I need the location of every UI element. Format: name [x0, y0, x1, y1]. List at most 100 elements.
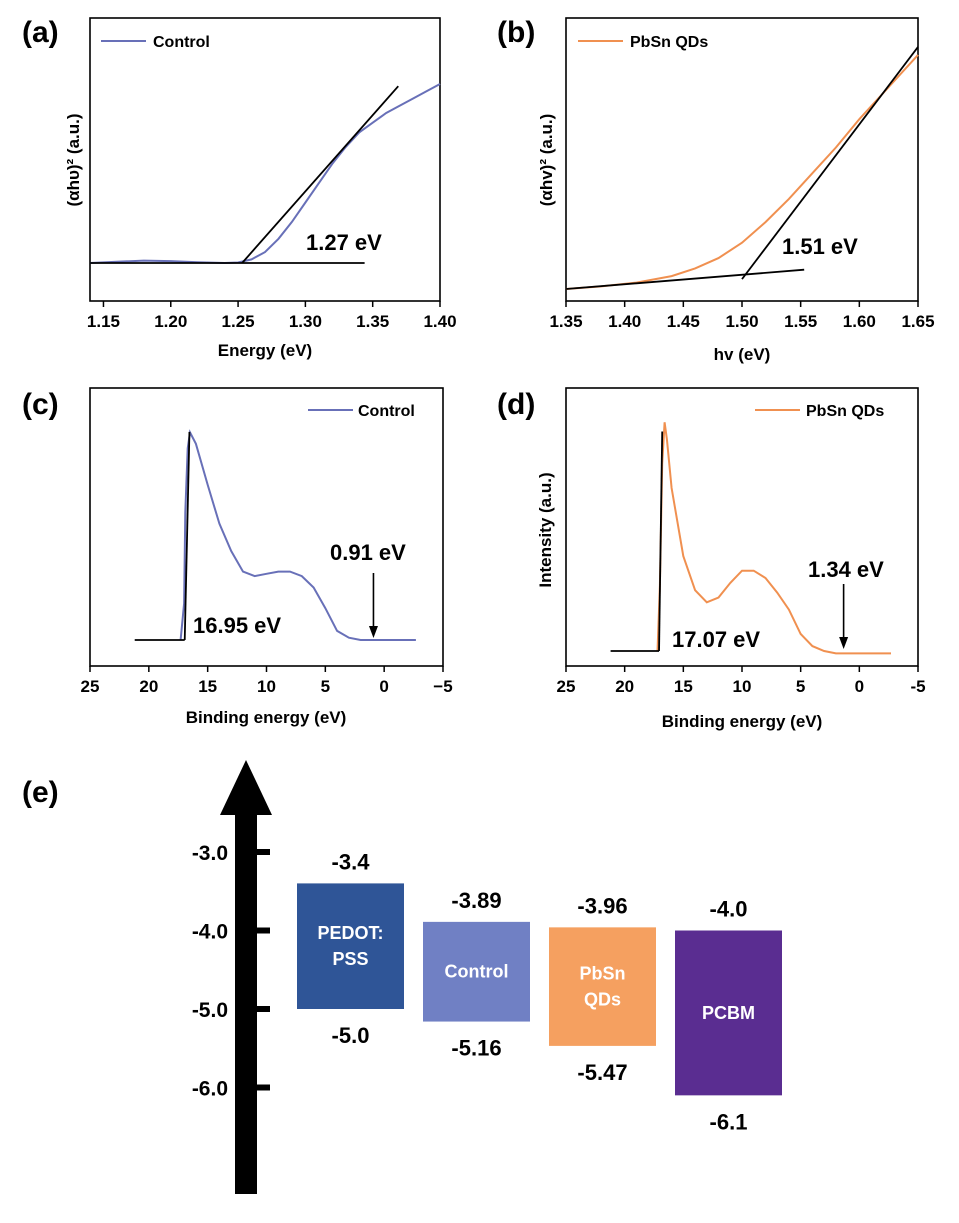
panel-d-cutoff-fit [658, 431, 664, 652]
energy-band-top-label: -4.0 [710, 897, 748, 922]
panel-d-frame [565, 387, 919, 667]
panel-a: (a) Control 1.15 1.20 1.25 1.30 1.35 1.40 1.2… [22, 16, 457, 360]
energy-axis-arrowhead [220, 760, 272, 815]
panel-b-legend-text: PbSn QDs [630, 34, 708, 51]
energy-bands: PEDOT: PSS -3.4 -5.0 Control -3.89 -5.16 PbSn QD… [297, 849, 782, 1134]
energy-band-rect [423, 921, 530, 1022]
panel-c-x-tick-label: −5 [433, 677, 452, 696]
energy-scale-tick [257, 1006, 270, 1012]
panel-d-series-pbsn [656, 422, 891, 655]
panel-b-x-tick-label: 1.40 [608, 312, 641, 331]
panel-b-x-tick-label: 1.60 [843, 312, 876, 331]
panel-a-annotation: 1.27 eV [306, 230, 382, 255]
panel-d-x-tick-label: 15 [674, 677, 693, 696]
panel-d-x-tick-label: 0 [855, 677, 864, 696]
panel-a-x-tick-label: 1.35 [356, 312, 389, 331]
energy-band-name: PSS [332, 949, 368, 969]
energy-band-name: QDs [584, 990, 621, 1010]
panel-b-x-tick-label: 1.35 [549, 312, 582, 331]
energy-scale-label: -5.0 [192, 999, 228, 1022]
energy-band-bottom-label: -5.16 [451, 1036, 501, 1061]
panel-d-annotation-onset: 1.34 eV [808, 557, 884, 582]
panel-c-series-control [179, 429, 416, 641]
panel-b-edge-fit [741, 46, 919, 280]
panel-e: (e) -3.0 -4.0 -5.0 -6.0 PEDOT: PSS -3.4 -5.0 Co… [22, 760, 782, 1194]
panel-c-cutoff-fit [183, 431, 191, 641]
panel-e-label: (e) [22, 776, 59, 809]
energy-band-name: Control [445, 962, 509, 982]
panel-a-x-tick-label: 1.30 [289, 312, 322, 331]
energy-band-top-label: -3.89 [451, 888, 501, 913]
energy-band-name: PCBM [702, 1003, 755, 1023]
panel-c-x-tick-label: 15 [198, 677, 217, 696]
panel-c-x-ticks: 25 20 15 10 5 0 −5 [81, 666, 453, 696]
panel-d-arrowhead [839, 637, 849, 649]
panel-b-x-ticks: 1.35 1.40 1.45 1.50 1.55 1.60 1.65 [549, 301, 935, 331]
panel-b-xlabel: hv (eV) [714, 345, 771, 364]
panel-c-legend-text: Control [358, 403, 415, 420]
panel-d-ylabel: Intensity (a.u.) [536, 472, 555, 587]
panel-d-label: (d) [497, 388, 535, 421]
panel-d-x-tick-label: 10 [733, 677, 752, 696]
panel-a-x-tick-label: 1.40 [423, 312, 456, 331]
panel-b-x-tick-label: 1.65 [901, 312, 934, 331]
panel-b-x-tick-label: 1.50 [725, 312, 758, 331]
panel-b: (b) PbSn QDs 1.35 1.40 1.45 1.50 1.55 1.60 1.6… [497, 16, 935, 364]
energy-band: PCBM -4.0 -6.1 [675, 897, 782, 1134]
panel-a-ylabel: (αhυ)² (a.u.) [64, 113, 83, 206]
panel-a-edge-fit [241, 85, 399, 264]
panel-a-x-tick-label: 1.15 [87, 312, 120, 331]
energy-band-name: PEDOT: [317, 923, 383, 943]
energy-band: Control -3.89 -5.16 [423, 888, 530, 1061]
panel-d-x-tick-label: -5 [910, 677, 925, 696]
energy-scale-label: -6.0 [192, 1078, 228, 1101]
panel-a-legend-text: Control [153, 34, 210, 51]
panel-d-x-tick-label: 20 [615, 677, 634, 696]
energy-scale-label: -3.0 [192, 842, 228, 865]
energy-scale-tick [257, 927, 270, 934]
panel-b-baseline-fit [565, 268, 805, 290]
panel-c-label: (c) [22, 388, 59, 421]
panel-c-xlabel: Binding energy (eV) [186, 708, 347, 727]
panel-a-x-tick-label: 1.20 [154, 312, 187, 331]
energy-band-rect [675, 930, 782, 1096]
panel-a-x-ticks: 1.15 1.20 1.25 1.30 1.35 1.40 [87, 301, 457, 331]
energy-scale-tick [257, 1084, 270, 1091]
energy-band-bottom-label: -5.47 [577, 1060, 627, 1085]
energy-axis-shaft [235, 812, 257, 1194]
energy-band-top-label: -3.4 [332, 849, 371, 874]
panel-c-annotation-cutoff: 16.95 eV [193, 613, 281, 638]
panel-d-legend-text: PbSn QDs [806, 403, 884, 420]
panel-d-x-ticks: 25 20 15 10 5 0 -5 [557, 666, 926, 696]
energy-scale: -3.0 -4.0 -5.0 -6.0 [192, 842, 270, 1101]
energy-band-bottom-label: -6.1 [710, 1109, 748, 1134]
panel-b-x-tick-label: 1.45 [667, 312, 700, 331]
energy-band-rect [297, 883, 404, 1009]
panel-c-annotation-onset: 0.91 eV [330, 540, 406, 565]
panel-d-annotation-cutoff: 17.07 eV [672, 627, 760, 652]
panel-a-frame [89, 17, 441, 302]
panel-c-x-tick-label: 10 [257, 677, 276, 696]
panel-c-arrowhead [368, 626, 378, 638]
panel-d-x-tick-label: 25 [557, 677, 576, 696]
energy-band: PEDOT: PSS -3.4 -5.0 [297, 849, 404, 1048]
energy-band: PbSn QDs -3.96 -5.47 [549, 893, 656, 1085]
panel-c: (c) Control 25 20 15 10 5 0 −5 16.95 eV 0.91 e… [22, 387, 453, 727]
panel-b-label: (b) [497, 16, 535, 49]
panel-b-x-tick-label: 1.55 [784, 312, 817, 331]
panel-a-label: (a) [22, 16, 59, 49]
energy-band-rect [549, 927, 656, 1046]
panel-d: (d) PbSn QDs 25 20 15 10 5 0 -5 17.07 eV 1.34 … [497, 387, 926, 731]
energy-scale-tick [257, 849, 270, 855]
panel-c-x-tick-label: 0 [379, 677, 388, 696]
energy-band-bottom-label: -5.0 [332, 1023, 370, 1048]
panel-b-series-pbsn [565, 54, 919, 290]
energy-band-top-label: -3.96 [577, 893, 627, 918]
panel-d-xlabel: Binding energy (eV) [662, 712, 823, 731]
panel-b-frame [565, 17, 919, 302]
panel-a-series-control [89, 83, 441, 265]
panel-c-x-tick-label: 5 [321, 677, 330, 696]
panel-a-xlabel: Energy (eV) [218, 341, 312, 360]
energy-band-name: PbSn [579, 964, 625, 984]
energy-scale-label: -4.0 [192, 921, 228, 944]
